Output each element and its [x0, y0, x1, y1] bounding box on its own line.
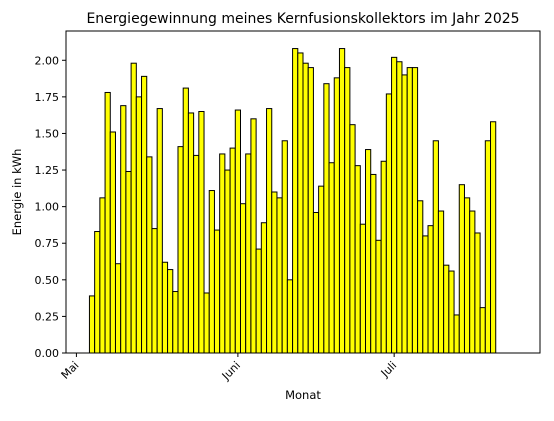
bar	[109, 131, 116, 354]
bar	[307, 67, 314, 354]
bar	[328, 162, 335, 354]
bar	[219, 153, 226, 354]
bar	[448, 270, 455, 354]
bar	[344, 67, 351, 354]
bar	[370, 173, 377, 354]
bar	[141, 75, 148, 354]
bar	[276, 197, 283, 354]
bar	[391, 56, 398, 354]
bar	[484, 140, 492, 354]
bar	[229, 147, 236, 354]
bar	[156, 108, 163, 354]
bar	[208, 190, 215, 354]
bar	[458, 184, 465, 354]
bar	[490, 121, 497, 354]
y-tick-label: 0.75	[35, 237, 60, 250]
bar	[302, 62, 309, 354]
bar	[292, 48, 299, 354]
bar	[234, 109, 241, 354]
bar	[213, 229, 221, 354]
bar	[250, 118, 257, 354]
bar	[396, 61, 403, 354]
y-tick-label: 1.00	[35, 201, 60, 214]
bar	[94, 231, 101, 354]
y-tick-label: 1.75	[35, 91, 60, 104]
bar	[469, 210, 476, 354]
plot-frame	[65, 30, 541, 354]
bar	[151, 228, 158, 354]
y-tick-label: 1.50	[35, 127, 60, 140]
bar	[177, 146, 184, 354]
bar	[443, 264, 450, 354]
bar	[312, 211, 320, 354]
bar	[167, 269, 174, 354]
bar	[239, 203, 247, 354]
bars-group	[88, 48, 497, 354]
bar	[338, 48, 346, 354]
bar	[146, 156, 153, 354]
bar	[318, 185, 325, 354]
chart-title: Energiegewinnung meines Kernfusionskolle…	[86, 11, 519, 27]
bar	[281, 140, 288, 354]
bar	[437, 210, 445, 354]
bar	[432, 140, 439, 354]
x-tick-label: Juli	[378, 359, 399, 380]
bar	[365, 149, 372, 354]
x-axis: Mai Juni Juli	[59, 353, 399, 383]
bar	[88, 295, 96, 354]
bar	[286, 279, 294, 354]
bar	[401, 74, 408, 354]
bar	[266, 108, 273, 354]
bar	[224, 169, 231, 354]
bar	[161, 261, 169, 354]
bar	[245, 153, 252, 354]
y-axis-label: Energie in kWh	[10, 149, 24, 236]
bar	[203, 292, 210, 354]
bar	[427, 225, 434, 354]
bar	[187, 112, 195, 354]
bar	[297, 52, 304, 354]
y-axis: 0.00 0.25 0.50 0.75 1.00 1.25 1.50 1.75 2.00	[35, 54, 66, 360]
bar	[333, 77, 340, 354]
y-tick-label: 0.00	[35, 347, 60, 360]
bar	[417, 200, 424, 354]
y-tick-label: 0.50	[35, 274, 60, 287]
bar	[260, 222, 268, 354]
bar	[354, 165, 361, 354]
y-tick-label: 1.25	[35, 164, 60, 177]
bar	[198, 111, 205, 354]
bar	[130, 62, 137, 354]
bar	[271, 191, 278, 354]
bar	[99, 197, 106, 354]
bar	[349, 124, 356, 354]
bar	[135, 96, 143, 354]
bar	[120, 105, 127, 354]
bar	[380, 160, 387, 354]
bar	[463, 197, 471, 354]
x-axis-label: Monat	[285, 388, 321, 402]
bar	[104, 91, 111, 354]
y-tick-label: 0.25	[35, 310, 60, 323]
bar	[114, 263, 122, 354]
bar	[375, 239, 382, 354]
bar	[193, 154, 200, 354]
bar	[385, 93, 393, 354]
bar	[411, 67, 419, 354]
bar	[474, 232, 481, 354]
bar	[359, 223, 367, 354]
bar	[182, 87, 189, 354]
x-tick-label: Juni	[219, 359, 243, 383]
bar	[406, 67, 413, 354]
bar	[172, 291, 179, 354]
bar	[479, 307, 486, 354]
bar	[422, 235, 429, 354]
y-tick-label: 2.00	[35, 54, 60, 67]
bar	[323, 83, 330, 354]
bar	[453, 314, 460, 354]
bar	[255, 248, 262, 354]
bar	[125, 171, 132, 354]
x-tick-label: Mai	[59, 359, 82, 382]
